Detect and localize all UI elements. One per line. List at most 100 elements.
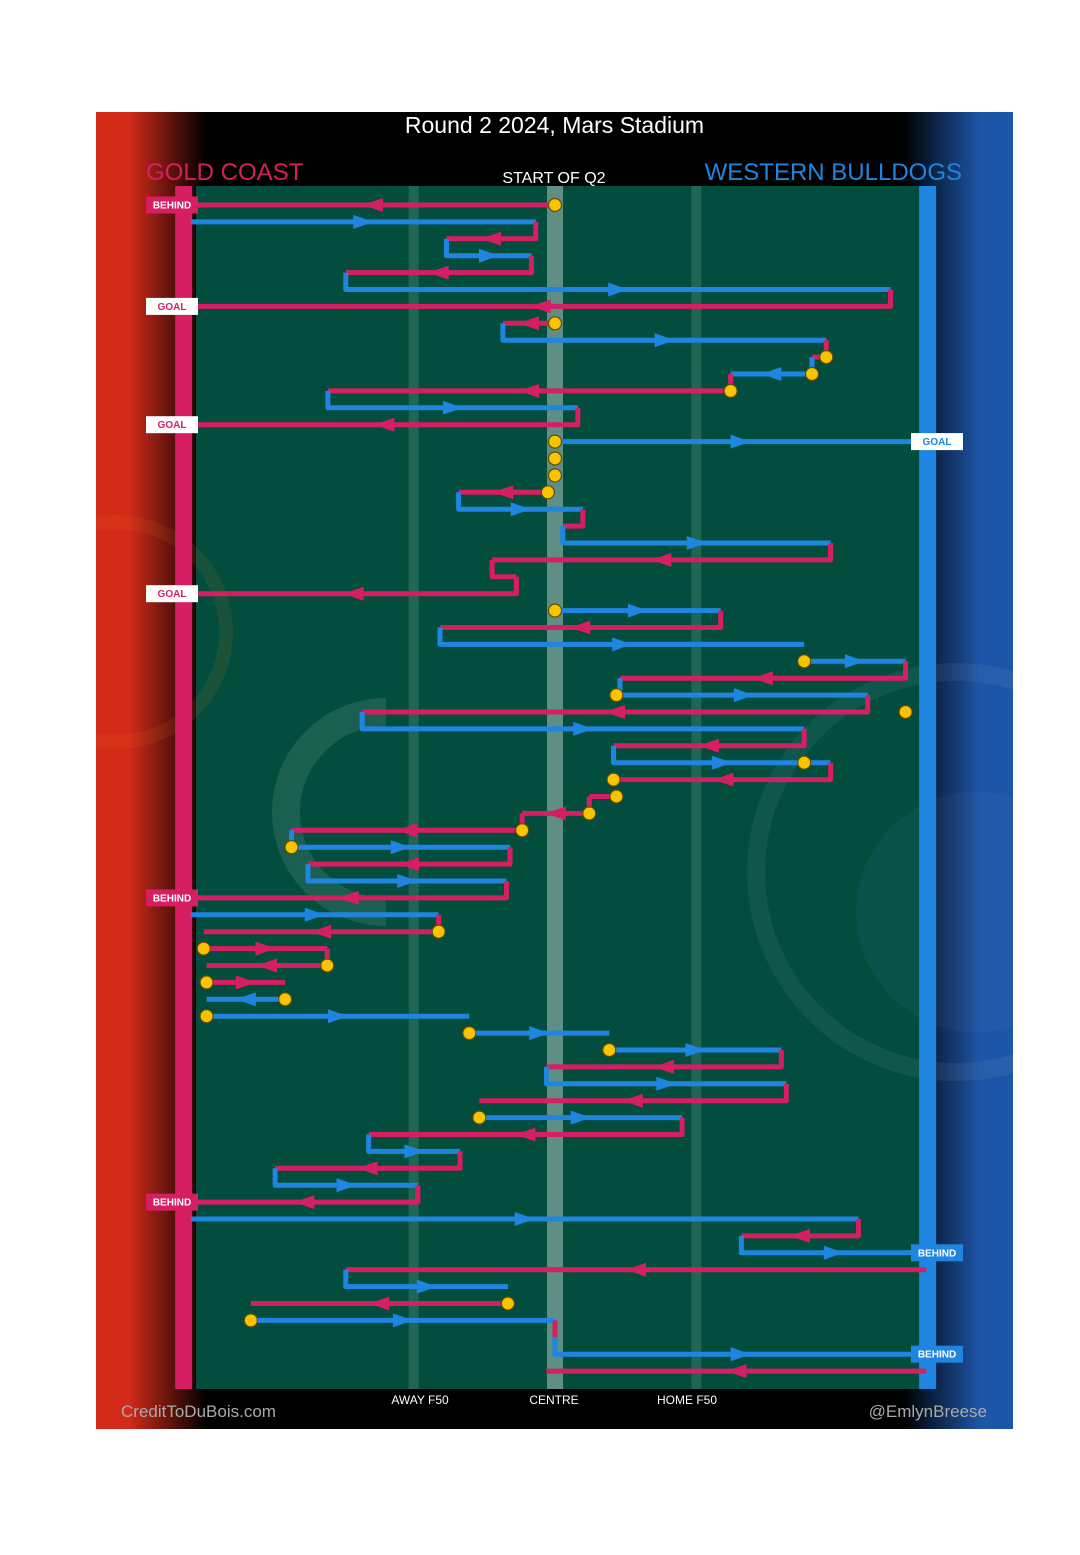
stoppage-ball-9	[547, 603, 563, 618]
chain-arrow-29	[573, 721, 594, 736]
score-label-1: GOAL	[158, 302, 187, 313]
stoppage-ball-13	[797, 755, 812, 770]
stoppage-ball-27	[472, 1110, 487, 1125]
stoppage-ball-4	[723, 383, 738, 398]
chain-segment-3	[443, 238, 532, 259]
score-label-4: GOAL	[158, 589, 187, 600]
chain-arrow-28	[604, 705, 625, 719]
score-label-3: GOAL	[923, 437, 952, 448]
chain-segment-54	[366, 1134, 461, 1154]
stoppage-ball-12	[898, 704, 913, 720]
score-label-0: BEHIND	[153, 201, 191, 212]
chain-segment-51	[479, 1083, 789, 1104]
chain-arrow-6	[530, 299, 551, 314]
tick-away-f50: AWAY F50	[391, 1393, 449, 1407]
chain-arrow-18	[686, 536, 707, 550]
chain-segment-20	[489, 559, 517, 580]
chain-segment-30	[613, 728, 807, 749]
chain-arrow-22	[627, 603, 648, 618]
chain-arrow-43	[256, 958, 277, 973]
chain-arrow-50	[656, 1076, 677, 1091]
chain-arrow-24	[612, 637, 633, 652]
stoppage-ball-22	[199, 975, 214, 990]
stoppage-ball-24	[199, 1009, 214, 1024]
chain-segment-2	[446, 221, 539, 242]
score-label-2: GOAL	[158, 420, 187, 431]
chain-segment-12	[325, 390, 578, 411]
chain-arrow-13	[374, 417, 395, 432]
chain-segment-57	[190, 1185, 421, 1205]
stoppage-ball-23	[278, 992, 293, 1007]
stoppage-ball-1	[547, 316, 563, 331]
chain-arrow-56	[336, 1178, 357, 1193]
stoppage-ball-25	[462, 1025, 477, 1041]
chain-arrow-39	[338, 890, 359, 905]
chain-segment-6	[190, 289, 894, 309]
score-badge-7: BEHIND	[911, 1244, 963, 1262]
chain-arrow-58	[514, 1212, 535, 1226]
chain-arrow-59	[789, 1228, 810, 1243]
chain-segment-18	[560, 526, 831, 546]
chain-arrow-53	[515, 1127, 536, 1142]
chain-arrow-35	[396, 823, 417, 838]
tick-centre: CENTRE	[529, 1393, 579, 1407]
chain-arrow-34	[545, 806, 566, 821]
chain-arrow-61	[626, 1262, 647, 1277]
chain-arrow-63	[369, 1296, 390, 1311]
stoppage-ball-28	[500, 1296, 515, 1311]
chain-arrow-16	[510, 502, 531, 517]
chain-arrow-19	[651, 552, 672, 567]
chain-arrow-15	[493, 485, 514, 500]
chain-arrow-10	[761, 367, 782, 381]
chain-segment-31	[611, 745, 831, 766]
chain-arrow-64	[392, 1313, 413, 1328]
score-label-7: BEHIND	[918, 1248, 956, 1259]
stoppage-ball-19	[431, 924, 446, 939]
chain-arrow-54	[404, 1144, 425, 1159]
chain-arrow-52	[570, 1110, 591, 1125]
score-badge-4: GOAL	[146, 585, 198, 603]
chain-arrow-37	[398, 857, 419, 872]
score-badge-3: GOAL	[911, 433, 963, 451]
chain-segment-4	[345, 255, 534, 276]
score-badge-2: GOAL	[146, 416, 198, 434]
chain-arrow-5	[608, 282, 629, 297]
chain-segment-62	[343, 1269, 508, 1290]
chain-segment-38	[305, 864, 507, 884]
chain-arrow-0	[362, 198, 383, 212]
stoppage-ball-14	[606, 772, 621, 787]
field-band-1	[547, 186, 563, 1389]
chain-segment-55	[275, 1151, 463, 1171]
chain-arrow-8	[654, 333, 675, 348]
chain-segment-8	[500, 323, 827, 343]
field-band-2	[691, 186, 702, 1389]
stoppage-ball-0	[547, 197, 563, 213]
chain-arrow-3	[478, 248, 499, 263]
chain-arrow-14	[730, 434, 751, 449]
chain-arrow-25	[844, 654, 865, 669]
stoppage-ball-21	[320, 958, 335, 973]
chain-arrow-60	[823, 1245, 844, 1260]
chain-arrow-44	[235, 975, 256, 990]
goal-post-right	[919, 186, 937, 1389]
chain-arrow-27	[733, 688, 754, 703]
chain-segment-50	[543, 1066, 787, 1087]
tick-home-f50: HOME F50	[656, 1393, 717, 1407]
chain-segment-17	[562, 509, 586, 529]
chain-arrow-67	[726, 1364, 747, 1379]
chain-segment-32	[616, 762, 834, 783]
stoppage-ball-18	[284, 840, 299, 855]
stoppage-ball-3	[804, 366, 820, 382]
chain-arrow-21	[343, 586, 364, 601]
chain-arrow-12	[442, 400, 463, 415]
team-right-name: WESTERN BULLDOGS	[704, 159, 962, 186]
chain-arrow-51	[622, 1093, 643, 1108]
stoppage-ball-16	[582, 806, 597, 821]
chain-segment-21	[190, 576, 519, 597]
stoppage-ball-8	[540, 485, 555, 500]
chain-arrow-57	[294, 1195, 315, 1210]
chain-segment-19	[492, 543, 834, 563]
poster: BEHIND GOAL GOAL GOAL GOAL BEHIND BEHIND BEHIND…	[96, 112, 1013, 1429]
chain-arrow-45	[235, 992, 256, 1007]
stoppage-ball-10	[797, 654, 812, 669]
